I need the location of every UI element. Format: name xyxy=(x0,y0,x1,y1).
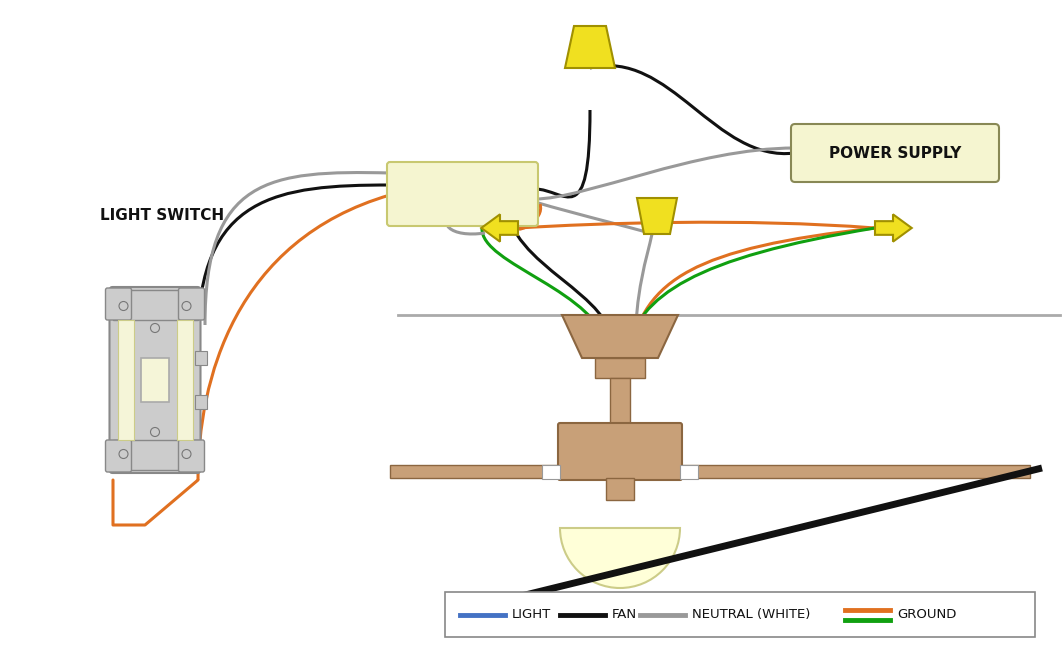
Polygon shape xyxy=(481,214,518,242)
FancyBboxPatch shape xyxy=(445,592,1035,637)
Bar xyxy=(194,395,206,409)
Bar xyxy=(595,358,645,378)
Bar xyxy=(113,290,198,320)
Text: NEUTRAL (WHITE): NEUTRAL (WHITE) xyxy=(692,608,810,621)
Text: POWER SUPPLY: POWER SUPPLY xyxy=(828,145,961,160)
FancyBboxPatch shape xyxy=(387,162,538,226)
Circle shape xyxy=(151,324,159,333)
Bar xyxy=(141,358,169,402)
Circle shape xyxy=(182,450,191,459)
Bar xyxy=(542,465,560,479)
Text: LIGHT: LIGHT xyxy=(512,608,551,621)
Text: FAN: FAN xyxy=(612,608,637,621)
FancyBboxPatch shape xyxy=(178,288,205,320)
Text: GROUND: GROUND xyxy=(897,608,957,621)
Circle shape xyxy=(119,450,129,459)
Polygon shape xyxy=(565,26,615,68)
FancyBboxPatch shape xyxy=(105,288,132,320)
Bar xyxy=(606,478,634,500)
Bar xyxy=(194,351,206,365)
FancyBboxPatch shape xyxy=(105,440,132,472)
Polygon shape xyxy=(637,198,676,234)
Bar xyxy=(118,320,134,440)
Circle shape xyxy=(119,302,129,310)
Polygon shape xyxy=(562,315,678,358)
Bar xyxy=(680,465,1030,478)
FancyBboxPatch shape xyxy=(109,287,201,473)
FancyBboxPatch shape xyxy=(558,423,682,480)
Circle shape xyxy=(151,428,159,436)
Bar xyxy=(113,440,198,470)
FancyBboxPatch shape xyxy=(178,440,205,472)
Polygon shape xyxy=(875,214,911,242)
Wedge shape xyxy=(560,528,680,588)
FancyBboxPatch shape xyxy=(791,124,999,182)
Bar xyxy=(390,465,562,478)
Text: LIGHT SWITCH: LIGHT SWITCH xyxy=(100,208,224,223)
Bar xyxy=(610,378,630,425)
Bar xyxy=(680,465,698,479)
Circle shape xyxy=(182,302,191,310)
Bar xyxy=(176,320,192,440)
